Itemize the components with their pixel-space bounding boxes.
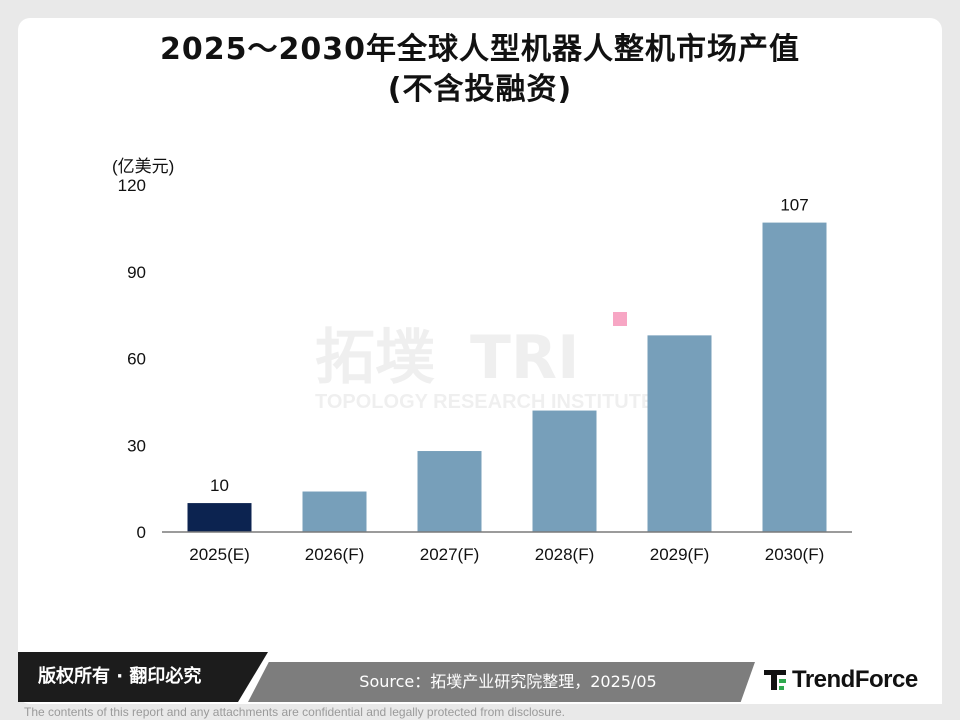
watermark: 拓墣 TRI TOPOLOGY RESEARCH INSTITUTE bbox=[315, 312, 654, 413]
copyright-notice: 版权所有 · 翻印必究 bbox=[18, 652, 268, 702]
watermark-accent-icon bbox=[613, 312, 627, 326]
bar-2030f bbox=[762, 222, 827, 532]
x-axis-labels: 2025(E) 2026(F) 2027(F) 2028(F) 2029(F) 2030(… bbox=[189, 545, 824, 564]
x-tick-label: 2028(F) bbox=[535, 545, 595, 564]
data-labels: 10 107 bbox=[210, 196, 809, 495]
source-note: Source：拓墣产业研究院整理，2025/05 bbox=[248, 662, 768, 702]
chart-title-line2: (不含投融资) bbox=[387, 72, 573, 107]
bar-2026f bbox=[302, 491, 367, 532]
disclaimer: The contents of this report and any atta… bbox=[24, 705, 565, 719]
trendforce-logo: TrendForce bbox=[762, 662, 918, 698]
watermark-name: 拓墣 bbox=[315, 323, 435, 393]
x-tick-label: 2025(E) bbox=[189, 545, 249, 564]
chart-title: 2025～2030年全球人型机器人整机市场产值 (不含投融资) bbox=[0, 30, 960, 110]
bar-chart: 拓墣 TRI TOPOLOGY RESEARCH INSTITUTE (亿美元)… bbox=[112, 157, 852, 564]
bar-2028f bbox=[532, 410, 597, 532]
y-axis-ticks: 0 30 60 90 120 bbox=[118, 176, 146, 542]
y-tick-label: 90 bbox=[127, 263, 146, 282]
bar-2025e bbox=[187, 503, 252, 532]
y-tick-label: 30 bbox=[127, 436, 146, 455]
y-axis-unit-label: (亿美元) bbox=[112, 157, 174, 176]
y-tick-label: 0 bbox=[137, 523, 146, 542]
brand-name: TrendForce bbox=[792, 666, 918, 693]
x-tick-label: 2029(F) bbox=[650, 545, 710, 564]
bars bbox=[187, 222, 827, 532]
x-tick-label: 2027(F) bbox=[420, 545, 480, 564]
x-tick-label: 2030(F) bbox=[765, 545, 825, 564]
x-tick-label: 2026(F) bbox=[305, 545, 365, 564]
y-tick-label: 60 bbox=[127, 350, 146, 369]
bar-2027f bbox=[417, 451, 482, 532]
y-tick-label: 120 bbox=[118, 176, 146, 195]
watermark-logo-icon: TRI bbox=[470, 323, 579, 393]
data-label: 10 bbox=[210, 476, 229, 495]
data-label: 107 bbox=[780, 196, 808, 215]
watermark-text: TOPOLOGY RESEARCH INSTITUTE bbox=[315, 391, 654, 413]
chart-title-line1: 2025～2030年全球人型机器人整机市场产值 bbox=[160, 32, 800, 67]
bar-2029f bbox=[647, 335, 712, 532]
trendforce-logo-icon bbox=[762, 667, 788, 693]
